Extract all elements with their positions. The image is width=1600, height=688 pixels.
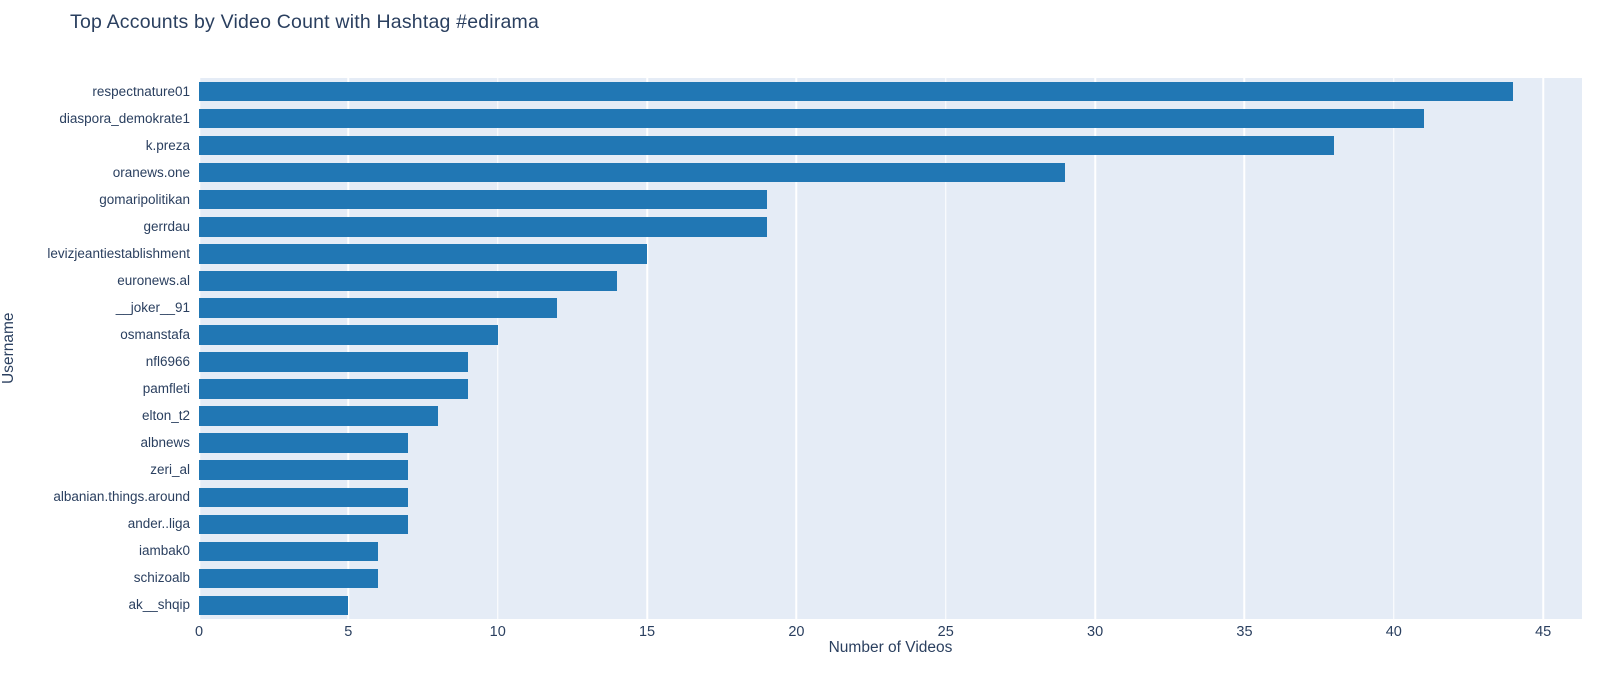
x-tick-label: 0	[194, 624, 204, 640]
y-tick-label: euronews.al	[117, 272, 190, 288]
y-tick-label: k.preza	[145, 137, 190, 153]
gridline	[1094, 78, 1096, 619]
bar-zeri_al[interactable]	[199, 460, 409, 480]
bar-respectnature01[interactable]	[199, 81, 1514, 102]
bar-k.preza[interactable]	[199, 135, 1335, 156]
x-tick-label: 45	[1535, 624, 1552, 640]
bar-iambak0[interactable]	[199, 541, 379, 562]
plot-area	[198, 78, 1582, 619]
x-tick-label: 35	[1236, 624, 1253, 640]
bar-nfl6966[interactable]	[199, 352, 468, 372]
bar-albanian.things.around[interactable]	[199, 487, 409, 508]
gridline	[496, 78, 499, 619]
gridline	[1243, 78, 1246, 619]
x-tick-label: 15	[638, 624, 656, 640]
gridline	[1542, 78, 1544, 619]
y-tick-label: gerrdau	[143, 218, 190, 234]
y-tick-label: albnews	[140, 435, 190, 451]
bar-euronews.al[interactable]	[199, 271, 618, 291]
y-tick-label: zeri_al	[150, 462, 190, 478]
bar-gomaripolitikan[interactable]	[199, 189, 767, 210]
gridline	[347, 78, 350, 619]
bar-ander..liga[interactable]	[199, 514, 409, 535]
y-tick-label: oranews.one	[112, 164, 190, 180]
y-tick-label: ander..liga	[127, 516, 190, 532]
y-tick-label: osmanstafa	[120, 326, 190, 342]
gridline	[1393, 78, 1395, 619]
y-tick-label: schizoalb	[133, 570, 190, 586]
y-tick-label: iambak0	[138, 543, 190, 559]
chart-title: Top Accounts by Video Count with Hashtag…	[70, 11, 540, 33]
gridline	[795, 78, 798, 619]
bar-levizjeantiestablishment[interactable]	[199, 244, 648, 264]
bar-__joker__91[interactable]	[199, 298, 558, 318]
bar-pamfleti[interactable]	[199, 379, 468, 399]
bar-gerrdau[interactable]	[199, 217, 767, 237]
y-tick-label: diaspora_demokrate1	[59, 110, 190, 126]
y-tick-label: levizjeantiestablishment	[47, 245, 190, 261]
bar-schizoalb[interactable]	[199, 568, 379, 589]
y-tick-label: ak__shqip	[128, 597, 190, 613]
gridline	[198, 78, 200, 619]
y-tick-label: respectnature01	[92, 83, 190, 99]
bar-ak__shqip[interactable]	[199, 595, 349, 616]
x-tick-label: 25	[937, 624, 954, 640]
x-tick-label: 10	[489, 624, 506, 640]
bar-osmanstafa[interactable]	[199, 325, 498, 345]
gridline	[646, 78, 648, 619]
y-tick-label: gomaripolitikan	[99, 191, 190, 207]
y-tick-label: pamfleti	[142, 381, 190, 397]
y-tick-label: albanian.things.around	[53, 489, 190, 505]
gridline	[945, 78, 947, 619]
x-axis-ticks: 0 5 10 15 20 25 30 35 40 45	[195, 624, 1582, 644]
bar-diaspora_demokrate1[interactable]	[199, 108, 1424, 129]
y-tick-label: elton_t2	[141, 408, 190, 424]
bar-oranews.one[interactable]	[199, 162, 1066, 183]
x-tick-label: 20	[788, 624, 805, 640]
bar-elton_t2[interactable]	[199, 406, 438, 426]
y-axis-labels: respectnature01 diaspora_demokrate1 k.prez…	[0, 78, 194, 619]
x-axis-title: Number of Videos	[828, 639, 953, 656]
x-tick-label: 40	[1385, 624, 1402, 640]
y-tick-label: nfl6966	[145, 354, 190, 370]
y-tick-label: __joker__91	[115, 299, 190, 315]
x-tick-label: 5	[344, 624, 353, 640]
x-tick-label: 30	[1087, 624, 1104, 640]
bar-albnews[interactable]	[199, 433, 409, 453]
